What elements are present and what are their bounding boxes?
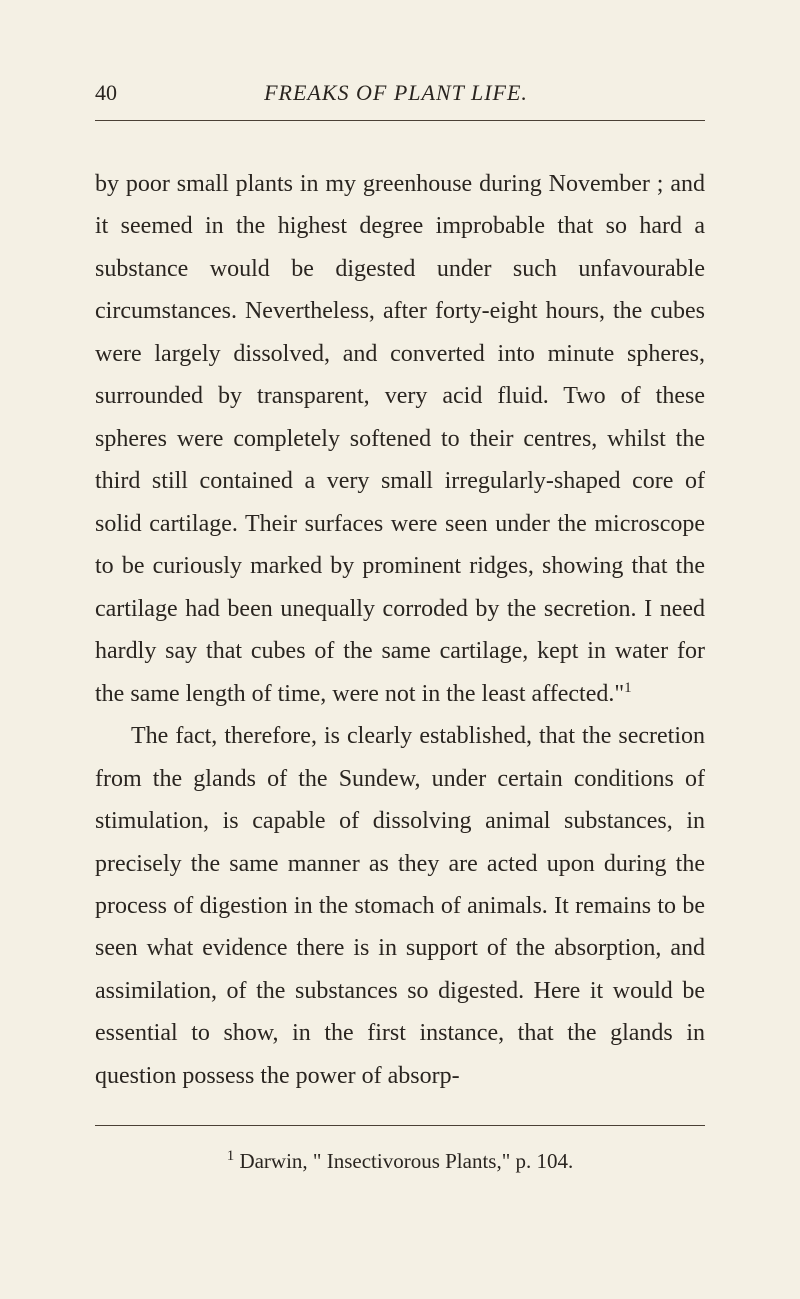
paragraph-1-text: by poor small plants in my greenhouse du… <box>95 171 705 707</box>
running-title: FREAKS OF PLANT LIFE. <box>264 80 528 106</box>
paragraph-2: The fact, therefore, is clearly establis… <box>95 715 705 1097</box>
page-header: 40 FREAKS OF PLANT LIFE. <box>95 80 705 106</box>
footnote-divider <box>95 1125 705 1126</box>
page-number: 40 <box>95 80 117 106</box>
header-divider <box>95 120 705 121</box>
footnote-text: Darwin, " Insectivorous Plants," p. 104. <box>234 1149 573 1173</box>
footnote: 1 Darwin, " Insectivorous Plants," p. 10… <box>95 1148 705 1174</box>
footnote-ref-1: 1 <box>624 680 632 696</box>
body-text: by poor small plants in my greenhouse du… <box>95 163 705 1097</box>
paragraph-1: by poor small plants in my greenhouse du… <box>95 163 705 715</box>
